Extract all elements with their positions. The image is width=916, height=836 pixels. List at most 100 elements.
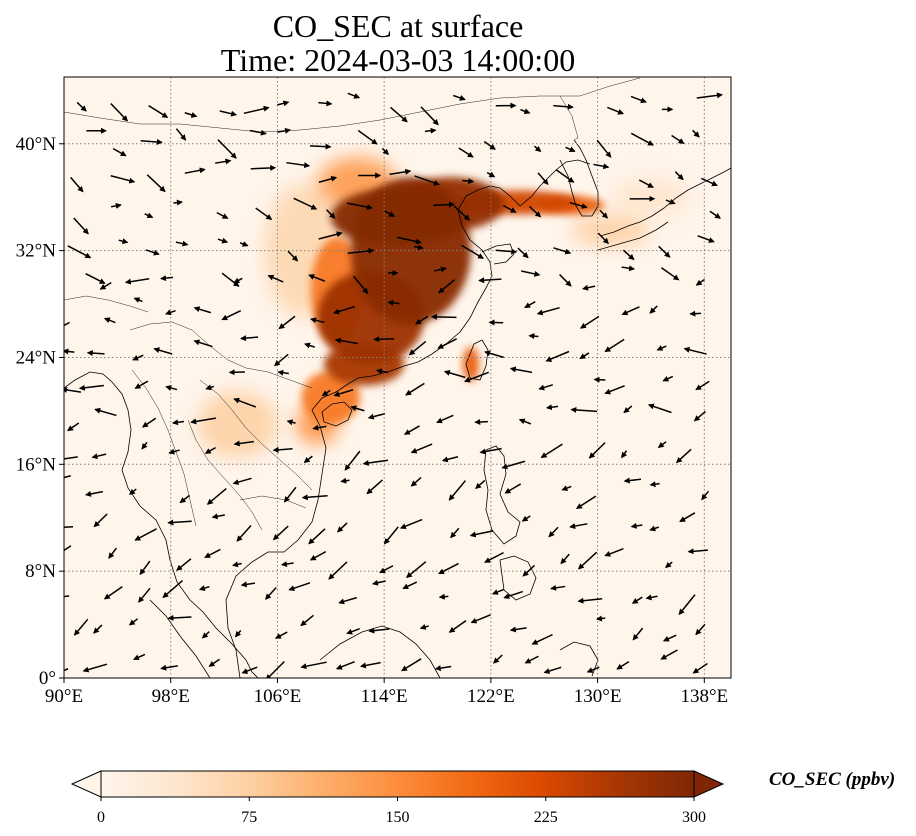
wind-arrow [630,522,643,529]
wind-arrow [660,267,680,281]
wind-arrow [595,615,606,622]
wind-arrow [318,100,333,107]
wind-arrow [579,315,600,329]
y-tick-label: 32°N [16,241,57,262]
colorbar-ticks: 0 75 150 225 300 [97,797,706,826]
wind-arrow [211,513,225,520]
wind-arrow [406,561,427,579]
y-tick-label: 40°N [16,134,57,155]
wind-arrow [110,175,136,184]
wind-arrow [128,488,137,495]
wind-arrow [277,100,290,107]
wind-arrow [303,455,313,464]
wind-arrow [108,547,118,559]
wind-arrow [656,345,667,351]
wind-arrow [543,666,562,674]
longitude-ticks: 90°E 98°E 106°E 114°E 122°E 130°E 138°E [45,678,728,707]
wind-arrow [64,348,75,355]
wind-arrow [273,353,289,367]
wind-arrow [632,627,644,641]
x-tick-label: 130°E [574,686,622,707]
wind-arrow [309,143,332,150]
wind-arrow [144,212,154,219]
wind-arrow [250,164,277,171]
wind-arrow [697,235,715,243]
wind-arrow [420,106,439,126]
luzon-coastline [483,445,521,545]
x-tick-label: 106°E [254,686,302,707]
wind-arrow [479,447,502,455]
wind-arrow [233,397,257,408]
wind-arrow [326,209,336,219]
wind-arrow [359,661,381,669]
wind-arrow [103,317,116,324]
wind-arrow [141,417,157,428]
wind-arrow [548,526,559,538]
co-concentration-field [197,157,691,458]
wind-arrow [436,414,454,424]
sumatra-coastline [149,599,211,678]
colorbar-tick-label: 300 [682,809,706,826]
wind-arrow [335,660,355,670]
wind-arrow [441,455,459,463]
wind-arrow [695,380,710,391]
colorbar-gradient [101,771,694,797]
wind-arrow [647,403,672,414]
wind-arrow [167,614,192,621]
wind-arrow [586,666,600,673]
wind-arrow [689,310,702,317]
wind-arrow [146,174,166,193]
wind-arrow [133,297,143,303]
wind-arrow [630,132,654,146]
wind-arrow [310,317,325,324]
wind-arrow [509,626,527,633]
wind-arrow [437,338,457,349]
wind-arrow [94,407,117,417]
wind-arrow [255,207,273,220]
wind-arrow [219,110,238,117]
wind-arrow [272,446,293,453]
wind-arrow [175,128,187,141]
wind-arrow [300,661,327,670]
wind-arrow [565,146,576,153]
wind-arrow [522,564,535,577]
wind-arrow [67,245,92,259]
wind-arrow [198,585,210,591]
wind-arrow [384,210,396,218]
wind-arrow [204,446,216,454]
wind-arrow [64,456,78,460]
wind-arrow [381,147,389,156]
wind-arrow [64,525,74,528]
wind-arrow [286,161,311,169]
wind-arrow [118,238,129,245]
wind-arrow [521,515,531,522]
wind-arrow [414,175,440,186]
wind-arrow [561,485,572,491]
wind-arrow [671,134,685,145]
borneo-coastline [319,625,441,678]
wind-arrow [621,265,635,272]
border-laos [199,379,313,491]
wind-arrow [160,664,178,671]
y-tick-label: 8°N [25,561,56,582]
korea-coastline [559,139,599,217]
mainland-coastline [64,371,259,678]
wind-arrow [390,106,408,123]
wind-arrow [524,301,536,309]
wind-arrow [660,649,678,660]
wind-arrow [493,654,503,664]
wind-arrow [604,547,624,557]
wind-arrow [665,198,676,205]
wind-arrow [410,443,433,454]
wind-arrow [621,306,640,316]
wind-arrow [438,593,449,600]
wind-arrow [93,624,103,634]
wind-arrow [638,179,654,188]
wind-arrow [215,158,232,165]
wind-arrow [347,92,361,99]
wind-arrow [484,350,504,359]
wind-vectors [64,92,723,678]
wind-arrow [277,369,289,376]
wind-arrow [148,104,169,118]
wind-arrow [82,663,108,673]
